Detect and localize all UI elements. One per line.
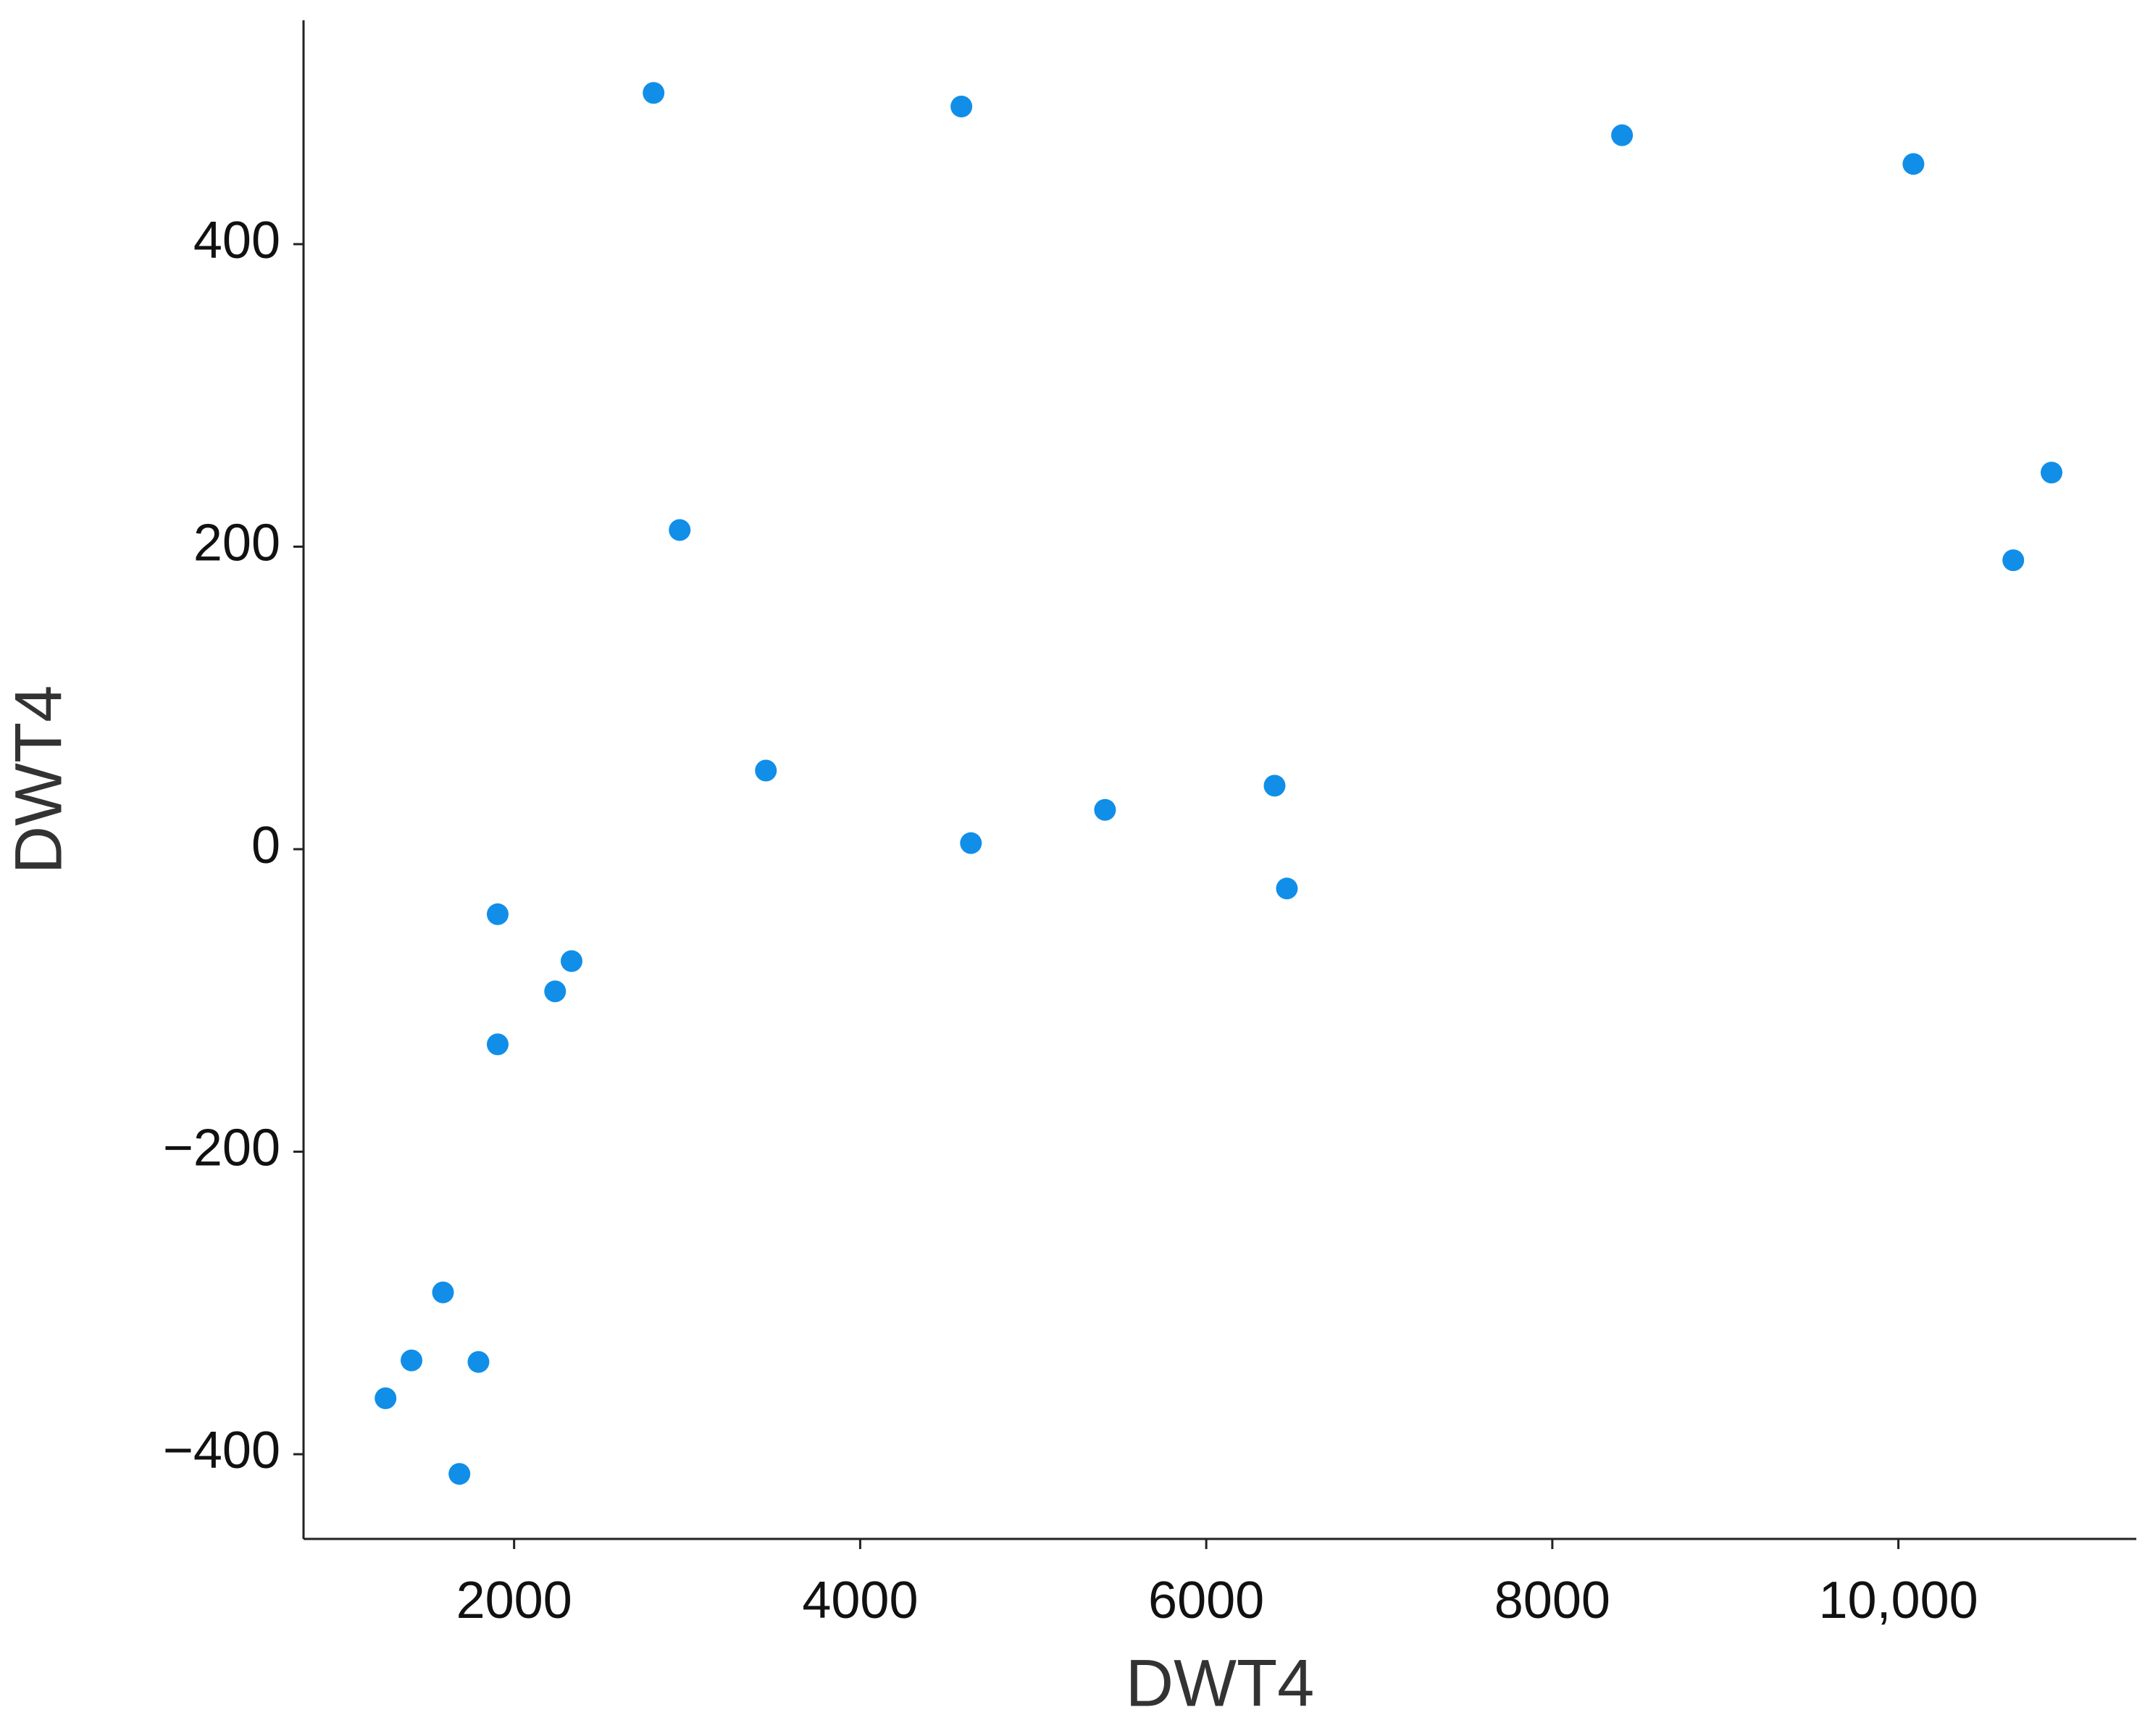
x-tick-label: 6000: [1148, 1572, 1264, 1629]
y-axis-label: DWT4: [1, 685, 75, 875]
point: [950, 95, 973, 117]
point: [669, 519, 691, 541]
point: [467, 1351, 490, 1373]
point: [1611, 124, 1634, 146]
point: [2040, 462, 2062, 484]
point: [2002, 549, 2025, 572]
point: [1902, 153, 1925, 175]
point: [960, 832, 982, 854]
point: [401, 1349, 423, 1372]
y-tick-label: 0: [251, 817, 280, 875]
x-axis-label: DWT4: [1126, 1646, 1315, 1720]
y-tick-label: 400: [193, 212, 280, 270]
x-tick-label: 2000: [456, 1572, 572, 1629]
y-tick-label: −400: [163, 1422, 280, 1480]
point: [432, 1281, 454, 1303]
y-tick-label: 200: [193, 514, 280, 572]
x-tick-label: 8000: [1494, 1572, 1610, 1629]
y-tick-label: −200: [163, 1119, 280, 1177]
point: [643, 82, 665, 104]
point: [487, 1033, 509, 1056]
point: [544, 980, 566, 1003]
x-tick-label: 4000: [802, 1572, 918, 1629]
point: [1263, 775, 1286, 797]
point: [1094, 798, 1116, 821]
point: [448, 1463, 471, 1485]
point: [1276, 877, 1298, 900]
point: [375, 1387, 397, 1409]
x-tick-label: 10,000: [1818, 1572, 1978, 1629]
point: [755, 759, 777, 782]
point: [487, 903, 509, 925]
point: [560, 950, 582, 972]
